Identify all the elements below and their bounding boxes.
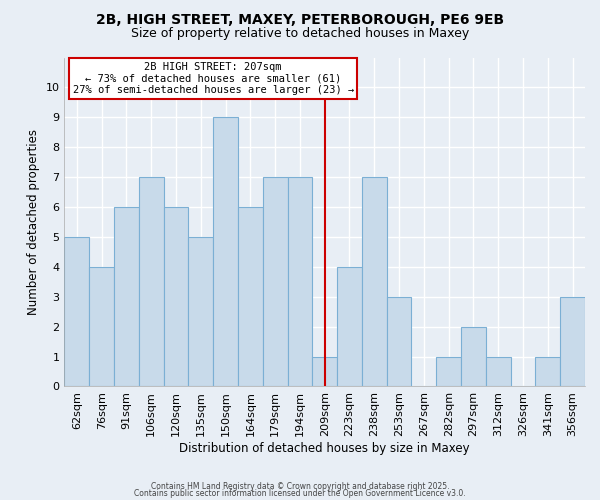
Text: Size of property relative to detached houses in Maxey: Size of property relative to detached ho…	[131, 28, 469, 40]
Bar	[263, 177, 287, 386]
Text: Contains HM Land Registry data © Crown copyright and database right 2025.: Contains HM Land Registry data © Crown c…	[151, 482, 449, 491]
Bar	[238, 207, 263, 386]
Bar	[114, 207, 139, 386]
Bar	[461, 326, 486, 386]
Bar	[560, 296, 585, 386]
Bar	[535, 356, 560, 386]
Bar	[213, 118, 238, 386]
Text: 2B HIGH STREET: 207sqm
← 73% of detached houses are smaller (61)
27% of semi-det: 2B HIGH STREET: 207sqm ← 73% of detached…	[73, 62, 354, 95]
Bar	[436, 356, 461, 386]
Bar	[313, 356, 337, 386]
Bar	[188, 237, 213, 386]
X-axis label: Distribution of detached houses by size in Maxey: Distribution of detached houses by size …	[179, 442, 470, 455]
Bar	[164, 207, 188, 386]
Bar	[89, 267, 114, 386]
Bar	[64, 237, 89, 386]
Bar	[337, 267, 362, 386]
Bar	[386, 296, 412, 386]
Bar	[362, 177, 386, 386]
Text: Contains public sector information licensed under the Open Government Licence v3: Contains public sector information licen…	[134, 490, 466, 498]
Text: 2B, HIGH STREET, MAXEY, PETERBOROUGH, PE6 9EB: 2B, HIGH STREET, MAXEY, PETERBOROUGH, PE…	[96, 12, 504, 26]
Bar	[486, 356, 511, 386]
Bar	[139, 177, 164, 386]
Y-axis label: Number of detached properties: Number of detached properties	[27, 129, 40, 315]
Bar	[287, 177, 313, 386]
